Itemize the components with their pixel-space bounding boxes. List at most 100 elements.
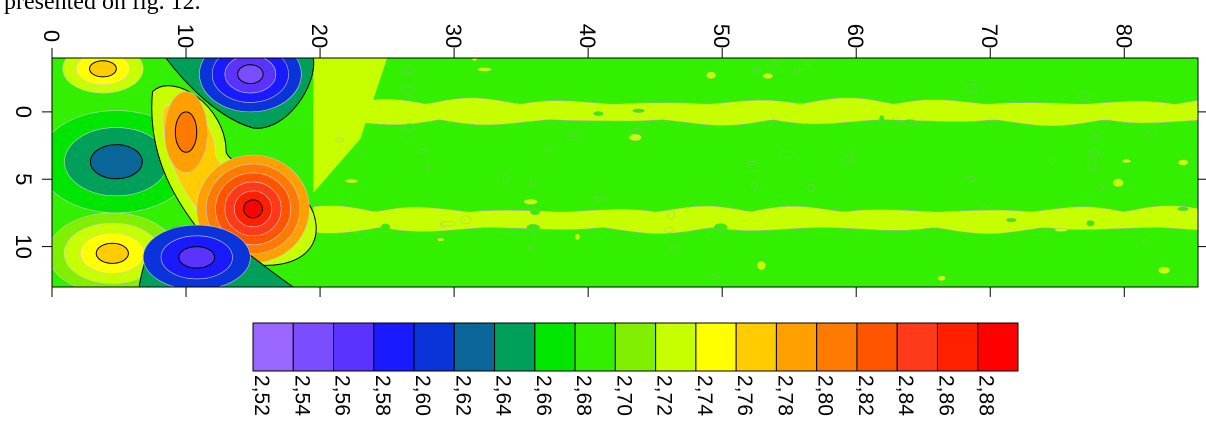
- contour-band: [313, 97, 1198, 127]
- colorbar-level-label: 2,74: [693, 375, 716, 416]
- contour-speck: [419, 148, 428, 153]
- contour-speck: [403, 123, 415, 133]
- contour-speck: [628, 133, 642, 141]
- contour-speck: [965, 175, 977, 182]
- x-axis-bottom: [51, 287, 1125, 297]
- contour-max-main: [243, 199, 263, 219]
- contour-speck: [528, 246, 534, 251]
- contour-speck: [1178, 159, 1189, 166]
- colorbar-swatch: [292, 322, 335, 372]
- contour-speck: [574, 233, 581, 241]
- contour-max-bottom-left: [95, 242, 129, 264]
- contour-speck: [806, 183, 815, 193]
- contour-speck: [437, 237, 445, 242]
- contour-speck: [981, 204, 988, 211]
- x-tick-label: 0: [39, 30, 64, 42]
- colorbar-swatch: [534, 322, 576, 372]
- contour-min-bottom: [178, 246, 216, 269]
- contour-speck: [1148, 129, 1158, 136]
- contour-speck: [632, 108, 645, 113]
- contour-fill-regions: [52, 58, 1198, 287]
- x-tick-label: 70: [977, 24, 1002, 48]
- x-tick-label: 80: [1111, 24, 1136, 48]
- colorbar-swatch: [373, 322, 415, 372]
- contour-speck: [710, 273, 719, 281]
- colorbar-swatch: [494, 322, 536, 372]
- contour-speck: [833, 207, 840, 212]
- colorbar-level-label: 2,58: [371, 375, 394, 416]
- y-tick-label: 0: [11, 106, 36, 118]
- contour-speck: [964, 83, 977, 93]
- contour-speck: [1054, 228, 1068, 232]
- contour-speck: [1087, 149, 1100, 158]
- contour-speck: [1142, 239, 1148, 245]
- colorbar-swatch: [695, 322, 737, 372]
- contour-speck: [706, 71, 717, 79]
- contour-speck: [1077, 91, 1090, 101]
- colorbar-level-label: 2,76: [733, 375, 756, 416]
- contour-speck: [400, 71, 409, 76]
- colorbar-level-label: 2,78: [773, 375, 796, 416]
- contour-speck: [424, 163, 430, 172]
- contour-speck: [1092, 135, 1099, 139]
- contour-min-top: [237, 64, 264, 85]
- contour-speck: [713, 223, 728, 232]
- colorbar-swatch: [252, 322, 294, 372]
- contour-speck: [937, 275, 946, 281]
- contour-speck: [1112, 178, 1124, 188]
- colorbar-level-label: 2,66: [532, 375, 555, 416]
- colorbar-level-label: 2,80: [814, 375, 837, 416]
- contour-speck: [779, 150, 794, 159]
- contour-speck: [566, 133, 579, 141]
- colorbar-level-label: 2,62: [451, 375, 474, 416]
- contour-speck: [762, 73, 774, 79]
- contour-speck: [477, 67, 492, 72]
- colorbar-level-label: 2,86: [934, 375, 957, 416]
- contour-speck: [746, 161, 757, 166]
- y-tick-label: 5: [11, 173, 36, 185]
- contour-speck: [1086, 220, 1095, 227]
- contour-speck: [750, 183, 758, 190]
- colorbar-swatch: [816, 322, 858, 372]
- caption-text: presented on fig. 12.: [4, 0, 201, 15]
- colorbar-swatch: [856, 322, 898, 372]
- contour-speck: [526, 223, 540, 231]
- contour-min-left: [89, 144, 143, 180]
- contour-speck: [902, 119, 917, 126]
- colorbar-level-label: 2,56: [331, 375, 354, 416]
- contour-max-top-left: [89, 60, 117, 78]
- contour-speck: [544, 148, 553, 152]
- contour-region: [313, 58, 388, 193]
- colorbar-swatch: [775, 322, 818, 372]
- contour-speck: [1122, 159, 1131, 163]
- colorbar-swatch: [655, 322, 697, 372]
- colorbar-level-label: 2,60: [411, 375, 434, 416]
- colorbar-level-label: 2,54: [290, 375, 313, 416]
- y-tick-label: 10: [11, 234, 36, 258]
- y-axis-right: [1198, 111, 1206, 248]
- contour-band: [313, 205, 1198, 235]
- contour-plot-area: [52, 58, 1198, 287]
- colorbar-level-label: 2,70: [612, 375, 635, 416]
- contour-speck: [441, 221, 456, 227]
- colorbar-legend: 2,52 2,54 2,56 2,58 2,60 2,62 2,64 2,66 2,68 2,70…: [250, 322, 1019, 416]
- contour-speck: [668, 245, 677, 252]
- x-tick-label: 60: [843, 24, 868, 48]
- contour-speck: [794, 66, 800, 74]
- contour-speck: [664, 226, 674, 233]
- contour-speck: [523, 198, 538, 205]
- contour-speck: [530, 179, 536, 188]
- contour-speck: [1177, 206, 1189, 212]
- x-tick-label: 20: [307, 24, 332, 48]
- contour-speck: [843, 154, 854, 164]
- contour-speck: [1158, 266, 1171, 274]
- colorbar-swatch: [453, 322, 496, 372]
- x-tick-label: 50: [709, 24, 734, 48]
- contour-speck: [879, 115, 885, 124]
- colorbar-level-label: 2,52: [250, 375, 273, 416]
- contour-speck: [756, 260, 766, 271]
- contour-speck: [629, 127, 643, 136]
- contour-speck: [752, 68, 762, 72]
- colorbar-swatch: [735, 322, 777, 372]
